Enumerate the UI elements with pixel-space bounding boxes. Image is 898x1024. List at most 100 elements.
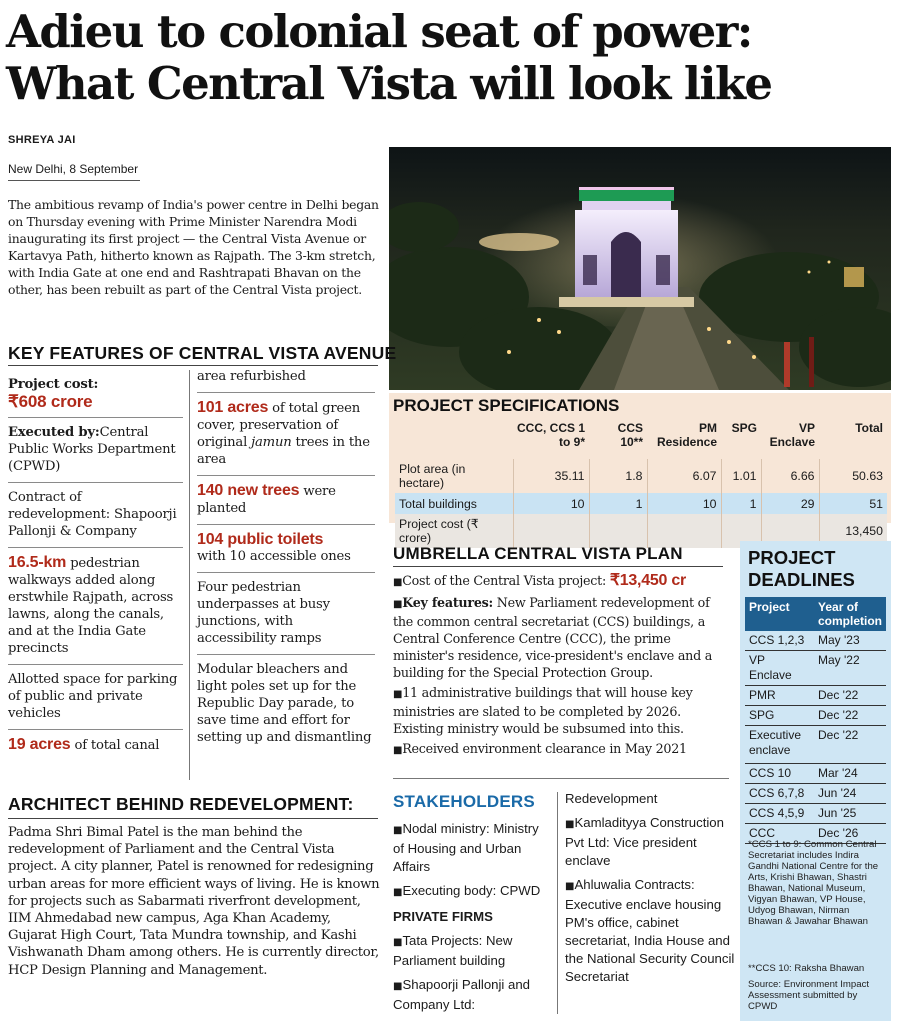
spec-cell: 29 [761,493,820,514]
toilets-item: 104 public toilets with 10 accessible on… [197,525,375,573]
spec-header-cell: CCC, CCS 1 to 9* [517,421,586,449]
stakeholders-left-column: ■Nodal ministry: Ministry of Housing and… [393,820,553,1020]
walkways-value: 16.5-km [8,554,67,571]
deadline-project: PMR [745,685,814,706]
project-cost-label: Project cost: [8,377,99,392]
toilets-value: 104 public toilets [197,531,324,548]
stakeholder-nodal: ■Nodal ministry: Ministry of Housing and… [393,820,553,876]
spec-cell: 1.01 [721,459,762,493]
bullet-square-icon: ■ [393,745,403,756]
executed-by-label: Executed by: [8,425,100,440]
walkways-item: 16.5-km pedestrian walkways added along … [8,548,183,665]
headline: Adieu to colonial seat of power: What Ce… [6,6,892,110]
architect-divider [8,818,378,819]
umbrella-cost-item: ■Cost of the Central Vista project: ₹13,… [393,572,729,591]
key-features-right-column: area refurbished 101 acres of total gree… [197,368,375,753]
spec-cell [589,514,648,548]
executed-by-text: Central Public Works Department (CPWD) [8,425,176,474]
headline-line-2: What Central Vista will look like [6,57,773,110]
deadline-row: CCS 6,7,8 Jun '24 [745,783,886,804]
stakeholders-title: STAKEHOLDERS [393,792,535,811]
deadline-project: CCS 10 [745,763,814,784]
bullet-square-icon: ■ [565,819,575,830]
deadlines-footnote-2: **CCS 10: Raksha Bhawan [748,963,865,974]
deadline-row: CCS 10 Mar '24 [745,763,886,784]
bullet-square-icon: ■ [393,599,403,610]
trees-value: 140 new trees [197,482,300,499]
green-cover-text-b: trees in the area [197,435,370,467]
stakeholder-redevelopment: Redevelopment [565,791,658,806]
canal-item: 19 acres of total canal [8,730,183,761]
spec-cell: 50.63 [852,469,883,483]
deadline-project: VP Enclave [745,650,814,686]
toilets-text: with 10 accessible ones [197,549,351,564]
project-deadlines-table: Project Year of completion CCS 1,2,3 May … [745,597,886,844]
stakeholder-tata-text: Tata Projects: New Parliament building [393,933,513,968]
key-features-column-divider [189,370,190,780]
deadline-date: Dec '22 [814,705,886,726]
bullet-square-icon: ■ [393,577,403,588]
deadlines-source: Source: Environment Impact Assessment su… [748,979,870,1012]
bullet-square-icon: ■ [393,825,403,836]
deadline-row: Executive enclave Dec '22 [745,725,886,764]
spec-header-cell: SPG [731,421,757,435]
architect-title: ARCHITECT BEHIND REDEVELOPMENT: [8,794,354,814]
bullet-square-icon: ■ [393,689,403,700]
walkways-text: pedestrian walkways added along erstwhil… [8,556,174,656]
canal-text: of total canal [70,738,160,753]
spec-cell: Project cost (₹ crore) [395,514,514,548]
umbrella-plan-body: ■Cost of the Central Vista project: ₹13,… [393,572,729,762]
deadline-row: SPG Dec '22 [745,705,886,726]
spec-cell: 1 [589,493,648,514]
green-cover-value: 101 acres [197,399,269,416]
stakeholder-tata: ■Tata Projects: New Parliament building [393,932,553,970]
stakeholders-column-divider [557,792,558,1014]
bullet-square-icon: ■ [393,887,403,898]
spec-header-row: CCC, CCS 1 to 9* CCS 10** PM Residence S… [395,419,887,459]
key-features-divider [8,365,378,366]
india-gate-night-photo [389,147,891,390]
stakeholder-nodal-text: Nodal ministry: Ministry of Housing and … [393,821,539,874]
spec-cell: Total buildings [395,493,514,514]
umbrella-bottom-divider [393,778,729,779]
project-specifications-table: CCC, CCS 1 to 9* CCS 10** PM Residence S… [395,419,887,548]
contract-item: Contract of redevelopment: Shapoorji Pal… [8,483,183,548]
project-specifications-title: PROJECT SPECIFICATIONS [393,396,620,415]
umbrella-clearance-item: ■Received environment clearance in May 2… [393,740,729,759]
canal-value: 19 acres [8,736,71,753]
umbrella-key-text: New Parliament redevelopment of the comm… [393,595,713,680]
stakeholders-right-column: Redevelopment ■Kamladityya Construction … [565,790,735,992]
umbrella-plan-title: UMBRELLA CENTRAL VISTA PLAN [393,544,683,563]
key-features-left-column: Project cost: ₹608 crore Executed by:Cen… [8,370,183,761]
green-cover-item: 101 acres of total green cover, preserva… [197,393,375,476]
stakeholder-executing: ■Executing body: CPWD [393,882,553,902]
spec-cell: 35.11 [513,459,590,493]
intro-paragraph: The ambitious revamp of India's power ce… [8,197,379,297]
umbrella-admin-text: 11 administrative buildings that will ho… [393,685,693,736]
deadline-date: Dec '26 [814,823,886,844]
spec-cell: 10 [513,493,590,514]
deadline-date: May '22 [814,650,886,686]
deadline-date: Mar '24 [814,763,886,784]
umbrella-key-features-item: ■Key features: New Parliament redevelopm… [393,594,729,681]
stakeholder-shapoorji-text: Shapoorji Pallonji and Company Ltd: [393,977,531,1012]
umbrella-cost-label: Cost of the Central Vista project: [402,573,610,588]
deadline-project: Executive enclave [745,725,814,764]
deadlines-title-line-1: PROJECT [748,547,836,568]
deadline-date: Dec '22 [814,725,886,764]
deadline-project: CCC [745,823,814,844]
spec-cell: 1 [721,493,762,514]
stakeholder-executing-text: Executing body: CPWD [402,883,541,898]
executed-by-item: Executed by:Central Public Works Departm… [8,418,183,483]
deadline-project: CCS 6,7,8 [745,783,814,804]
deadline-date: May '23 [814,631,886,651]
spec-cell: 1.8 [589,459,648,493]
green-cover-italic: jamun [251,435,292,450]
bleachers-item: Modular bleachers and light poles set up… [197,662,372,745]
spec-row-plot-area: Plot area (in hectare) 35.11 1.8 6.07 1.… [395,459,887,493]
spec-header-cell: PM Residence [656,421,717,449]
spec-header-cell [395,419,513,459]
parking-item: Allotted space for parking of public and… [8,665,183,730]
stakeholder-kamladityya: ■Kamladityya Construction Pvt Ltd: Vice … [565,814,735,870]
trees-text: were planted [197,484,336,516]
